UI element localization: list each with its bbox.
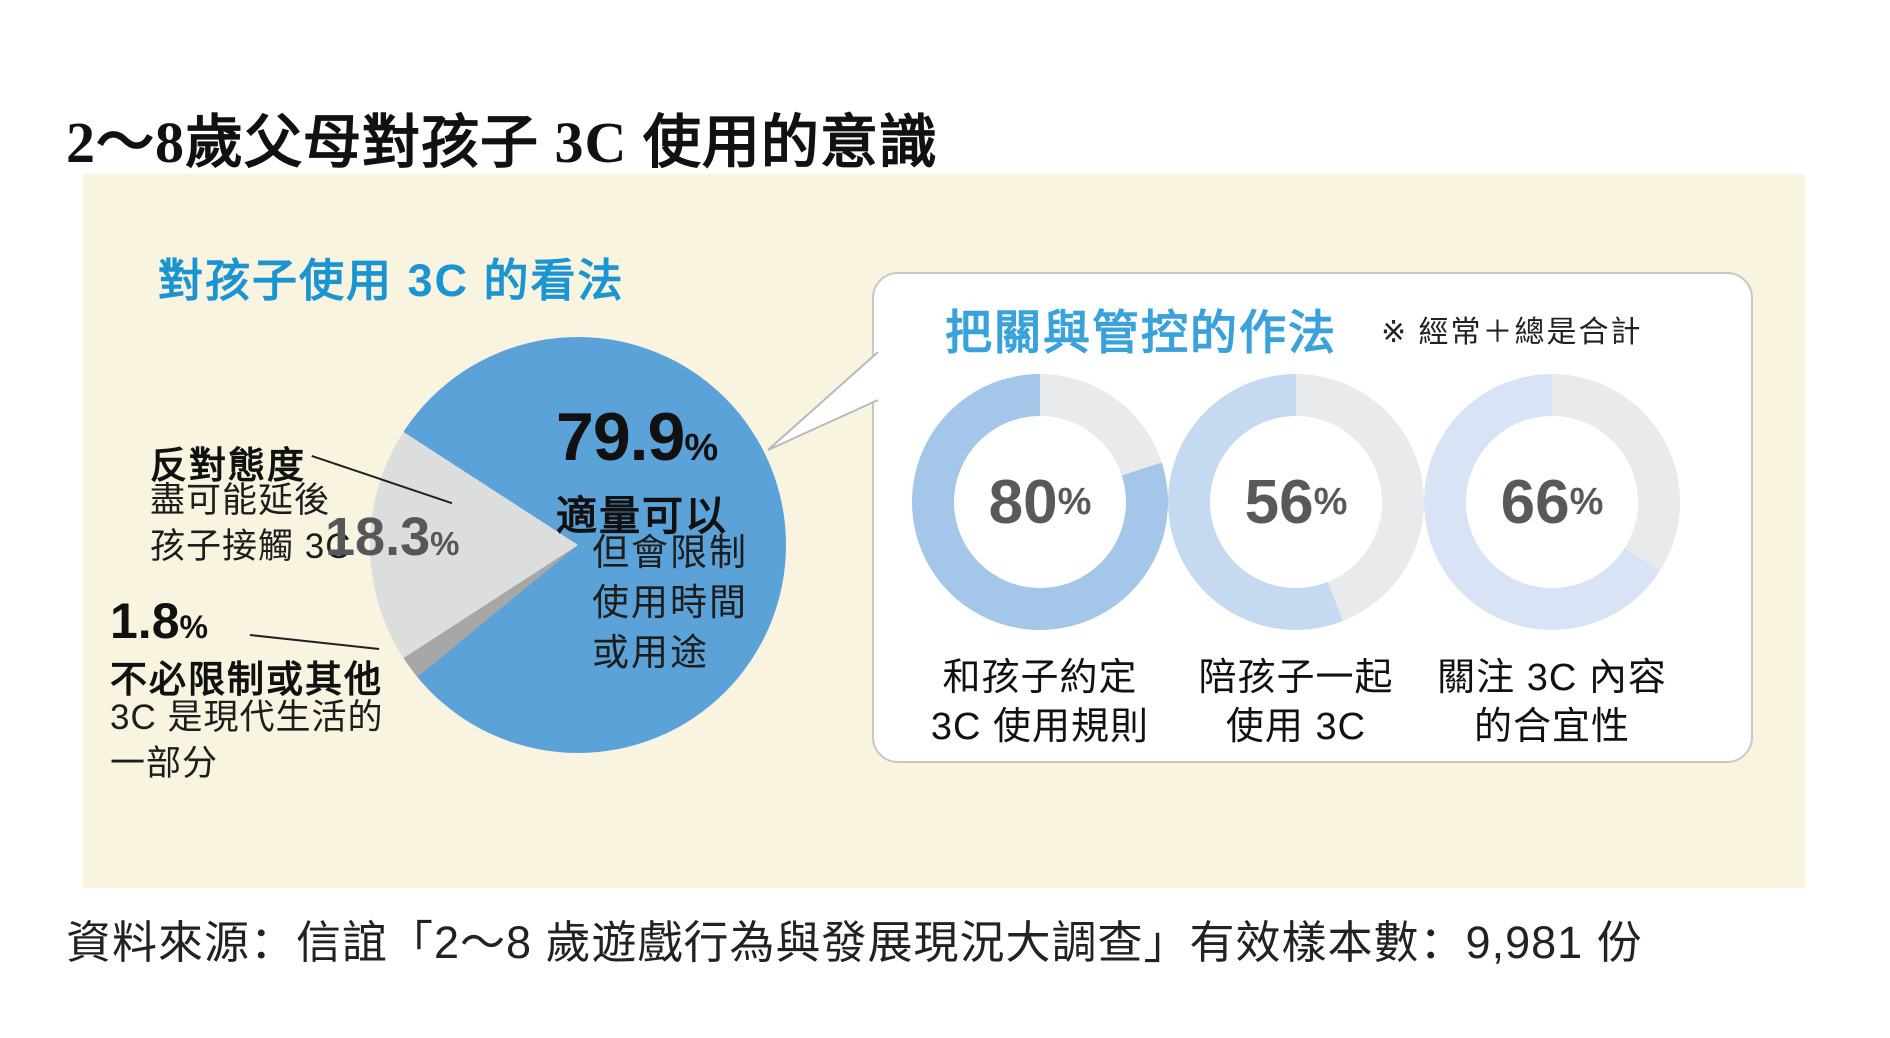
pie-main-desc-line: 但會限制 (592, 532, 748, 573)
donut-label-line: 關注 3C 內容 (1437, 657, 1667, 699)
percent-sign: % (179, 609, 208, 645)
pie-section-title: 對孩子使用 3C 的看法 (158, 255, 625, 306)
small-desc-line: 3C 是現代生活的 (110, 698, 384, 737)
donut-chart-group: 66% 關注 3C 內容 的合宜性 (1424, 374, 1680, 752)
donut-value: 66 (1500, 467, 1570, 537)
pie-main-number: 79.9 (556, 399, 685, 475)
percent-sign: % (1313, 480, 1348, 523)
oppose-desc-line: 盡可能延後 (150, 481, 331, 520)
small-slice-number: 1.8 (110, 593, 180, 649)
donut-chart-rules: 80% (912, 374, 1168, 630)
attitude-pie-chart (370, 337, 786, 753)
donut-label-line: 和孩子約定 (942, 657, 1138, 699)
page-title: 2～8歲父母對孩子 3C 使用的意識 (66, 109, 938, 175)
oppose-slice-label: 反對態度 (150, 445, 306, 486)
percent-sign: % (684, 427, 719, 469)
donut-chart-group: 56% 陪孩子一起 使用 3C (1168, 374, 1424, 752)
donut-label: 和孩子約定 3C 使用規則 (931, 654, 1149, 752)
oppose-slice-desc: 盡可能延後 孩子接觸 3C (150, 478, 351, 570)
small-slice-desc: 3C 是現代生活的 一部分 (110, 695, 383, 787)
percent-sign: % (430, 525, 460, 562)
donut-label-line: 的合宜性 (1473, 706, 1630, 748)
percent-sign: % (1057, 480, 1092, 523)
donut-label-line: 使用 3C (1225, 706, 1367, 748)
donut-chart-content: 66% (1424, 374, 1680, 630)
callout-tail-icon (767, 351, 879, 451)
donut-center-label: 56% (1210, 416, 1382, 588)
oppose-desc-line: 孩子接觸 3C (150, 527, 352, 566)
pie-main-slice-label: 適量可以 (556, 493, 728, 539)
donut-chart-accompany: 56% (1168, 374, 1424, 630)
box-header: 把關與管控的作法 ※ 經常＋總是合計 (945, 294, 1642, 363)
box-note: ※ 經常＋總是合計 (1381, 315, 1643, 349)
donut-label: 陪孩子一起 使用 3C (1198, 654, 1393, 752)
donut-center-label: 66% (1466, 416, 1638, 588)
pie-main-value: 79.9% (556, 398, 718, 476)
box-title: 把關與管控的作法 (945, 306, 1337, 359)
pie-main-desc-line: 或用途 (592, 632, 709, 673)
small-slice-label: 不必限制或其他 (110, 659, 383, 700)
pie-gray-number: 18.3 (325, 507, 431, 567)
small-slice-value: 1.8% (110, 592, 208, 650)
pie-main-slice-desc: 但會限制 使用時間 或用途 (592, 528, 748, 678)
donut-chart-group: 80% 和孩子約定 3C 使用規則 (912, 374, 1168, 752)
donut-value: 80 (988, 467, 1058, 537)
donut-label: 關注 3C 內容 的合宜性 (1437, 654, 1667, 752)
source-note: 資料來源：信誼「2～8 歲遊戲行為與發展現況大調查」有效樣本數：9,981 份 (66, 917, 1643, 968)
donut-value: 56 (1244, 467, 1314, 537)
percent-sign: % (1569, 480, 1604, 523)
pie-main-desc-line: 使用時間 (592, 582, 748, 623)
donut-center-label: 80% (954, 416, 1126, 588)
donut-label-line: 陪孩子一起 (1198, 657, 1394, 699)
donut-label-line: 3C 使用規則 (930, 706, 1150, 748)
pie-gray-value: 18.3% (325, 506, 459, 568)
small-desc-line: 一部分 (110, 744, 219, 783)
